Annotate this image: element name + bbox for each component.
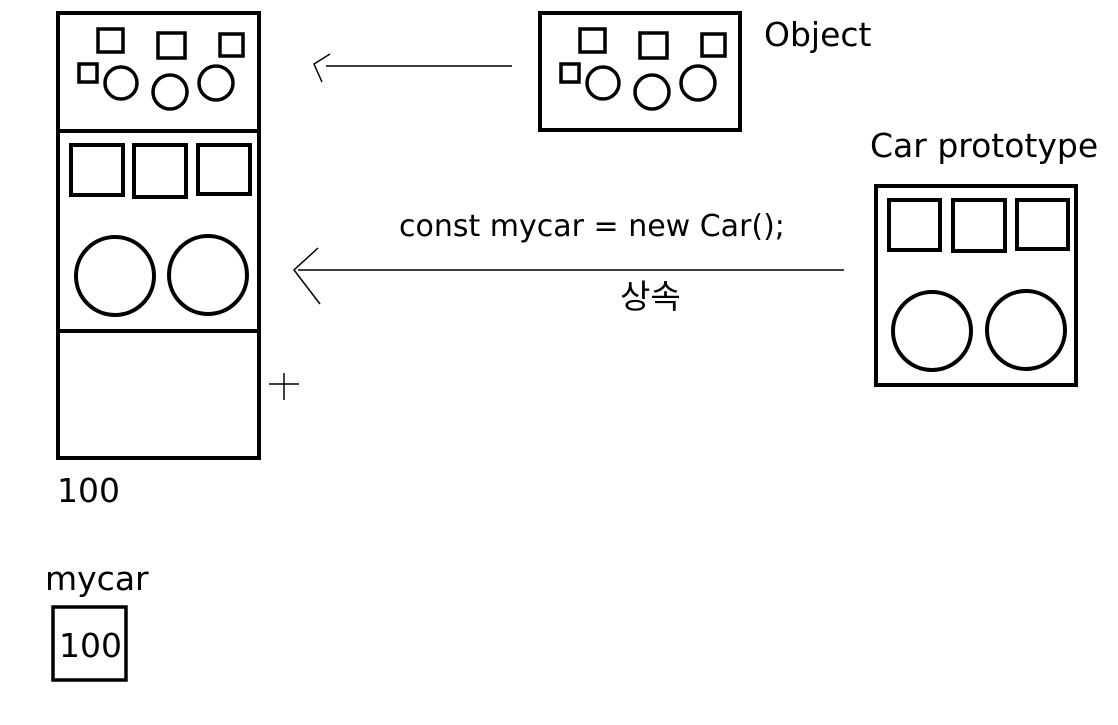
small-square-shape xyxy=(77,62,99,84)
car-box-outline xyxy=(874,184,1078,387)
object-box-outline xyxy=(538,11,742,132)
small-square-shape xyxy=(559,62,581,84)
square-shape xyxy=(1015,198,1070,251)
small-circle-shape xyxy=(151,73,189,111)
variable-box-outline xyxy=(51,605,128,682)
small-square-shape xyxy=(578,27,607,54)
inheritance-arrow xyxy=(292,247,844,305)
small-square-shape xyxy=(638,31,669,60)
circle-shape xyxy=(74,235,156,317)
variable-name-label: mycar xyxy=(45,559,149,598)
car-prototype-label: Car prototype xyxy=(870,126,1098,165)
small-square-shape xyxy=(218,32,245,58)
instance-object-section xyxy=(77,27,245,111)
small-circle-shape xyxy=(633,73,671,111)
small-circle-shape xyxy=(679,64,717,102)
small-square-shape xyxy=(156,31,187,60)
small-circle-shape xyxy=(103,65,139,101)
plus-mark xyxy=(269,373,299,400)
car-prototype-box xyxy=(874,184,1078,387)
square-shape xyxy=(196,143,252,196)
mycar-instance-block xyxy=(56,11,261,460)
square-shape xyxy=(69,143,125,197)
inheritance-label: 상속 xyxy=(620,277,681,316)
variable-box: 100 xyxy=(51,605,128,682)
circle-shape xyxy=(167,234,249,316)
circle-shape xyxy=(985,289,1067,371)
object-prototype-box xyxy=(538,11,742,132)
square-shape xyxy=(887,198,942,252)
small-square-shape xyxy=(96,27,125,54)
small-circle-shape xyxy=(197,64,235,102)
circle-shape xyxy=(891,290,973,372)
instance-car-section xyxy=(69,143,252,317)
small-square-shape xyxy=(700,32,727,58)
memory-address-label: 100 xyxy=(57,471,120,510)
object-arrow xyxy=(313,53,512,83)
constructor-code-label: const mycar = new Car(); xyxy=(399,209,785,244)
object-label: Object xyxy=(764,15,872,54)
small-circle-shape xyxy=(585,65,621,101)
variable-value: 100 xyxy=(59,626,122,665)
square-shape xyxy=(951,198,1007,253)
square-shape xyxy=(132,143,188,199)
instance-outline xyxy=(56,11,261,460)
